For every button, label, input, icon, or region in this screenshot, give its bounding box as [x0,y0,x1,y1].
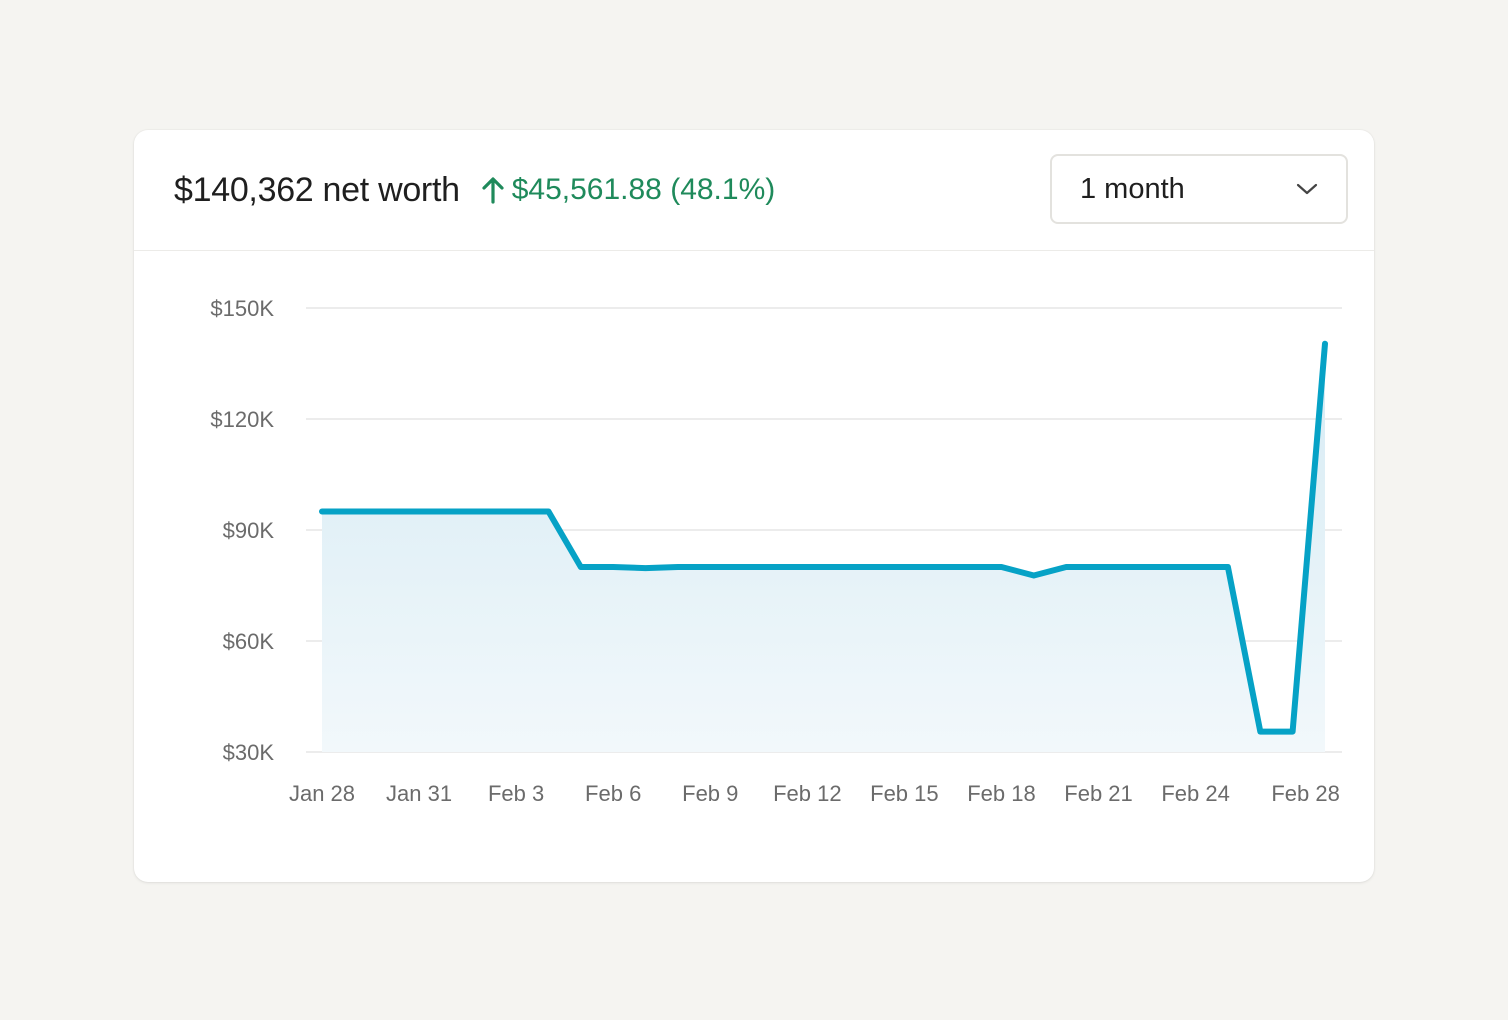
net-worth-change-value: $45,561.88 (48.1%) [511,173,776,206]
data-point[interactable] [1128,564,1134,570]
x-tick-label: Jan 31 [386,781,452,806]
net-worth-total: $140,362 net worth [174,170,460,209]
data-point[interactable] [351,509,357,515]
data-point[interactable] [1193,564,1199,570]
data-point[interactable] [1322,341,1328,347]
data-point[interactable] [998,564,1004,570]
series-line [319,340,1328,735]
data-point[interactable] [837,564,843,570]
net-worth-card: $140,362 net worth $45,561.88 (48.1%) 1 … [134,130,1374,882]
data-point[interactable] [1257,729,1263,735]
data-point[interactable] [513,509,519,515]
chevron-down-icon [1296,183,1318,195]
data-point[interactable] [643,565,649,571]
y-tick-label: $120K [210,407,274,432]
x-tick-label: Feb 28 [1271,781,1340,806]
x-tick-label: Feb 12 [773,781,842,806]
x-tick-label: Feb 15 [870,781,939,806]
data-point[interactable] [707,564,713,570]
data-point[interactable] [869,564,875,570]
x-tick-label: Feb 9 [682,781,738,806]
y-tick-label: $150K [210,296,274,321]
data-point[interactable] [481,509,487,515]
data-point[interactable] [319,509,325,515]
data-point[interactable] [804,564,810,570]
x-tick-label: Feb 24 [1161,781,1230,806]
data-point[interactable] [610,564,616,570]
x-tick-label: Feb 21 [1064,781,1133,806]
card-header: $140,362 net worth $45,561.88 (48.1%) 1 … [134,130,1374,251]
data-point[interactable] [901,564,907,570]
x-tick-label: Feb 18 [967,781,1036,806]
headline: $140,362 net worth $45,561.88 (48.1%) [174,168,775,212]
data-point[interactable] [675,564,681,570]
data-point[interactable] [578,564,584,570]
data-point[interactable] [545,509,551,515]
x-tick-label: Feb 6 [585,781,641,806]
data-point[interactable] [384,509,390,515]
y-tick-label: $90K [223,518,275,543]
series-area-fill [322,343,1325,752]
data-point[interactable] [1160,564,1166,570]
data-point[interactable] [416,509,422,515]
time-range-select[interactable]: 1 month [1050,154,1348,224]
data-point[interactable] [966,564,972,570]
data-point[interactable] [1031,573,1037,579]
data-point[interactable] [1290,729,1296,735]
time-range-value: 1 month [1080,172,1185,205]
y-tick-label: $30K [223,740,275,765]
net-worth-change: $45,561.88 (48.1%) [482,173,776,207]
arrow-up-icon [482,177,504,204]
x-tick-label: Jan 28 [289,781,355,806]
data-point[interactable] [1063,564,1069,570]
data-point[interactable] [1225,564,1231,570]
y-tick-label: $60K [223,629,275,654]
data-point[interactable] [448,509,454,515]
x-tick-label: Feb 3 [488,781,544,806]
data-point[interactable] [740,564,746,570]
data-point[interactable] [772,564,778,570]
net-worth-chart: $150K $120K $90K $60K $30K Jan 28 Jan 31 Feb 3… [210,296,1342,806]
data-point[interactable] [934,564,940,570]
data-point[interactable] [1096,564,1102,570]
